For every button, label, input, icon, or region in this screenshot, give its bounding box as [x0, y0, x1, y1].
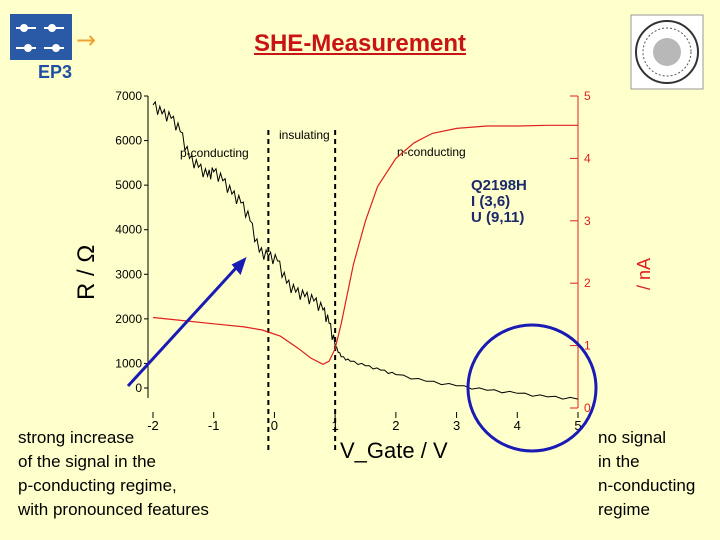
- y-right-axis-label: / nA: [634, 258, 654, 290]
- left-axis-tick-label: 2000: [115, 312, 142, 326]
- right-axis-tick-label: 3: [584, 214, 591, 228]
- left-axis-tick-label: 7000: [115, 89, 142, 103]
- university-seal: [630, 14, 704, 90]
- page-title: SHE-Measurement: [253, 30, 467, 57]
- annotation-arrow-head: [231, 257, 247, 275]
- right-axis-tick-label: 1: [584, 339, 591, 353]
- left-axis-tick-label: 3000: [115, 267, 142, 281]
- annotation-arrow: [126, 266, 238, 388]
- she-signal-series-line: [152, 124, 578, 365]
- x-axis-tick-label: 1: [332, 418, 339, 433]
- x-axis-tick-label: 3: [453, 418, 460, 433]
- x-axis-tick-label: 5: [574, 418, 581, 433]
- x-axis-tick-label: 2: [392, 418, 399, 433]
- right-axis-tick-label: 4: [584, 151, 591, 165]
- left-axis-tick-label: 1000: [115, 356, 142, 370]
- x-axis-tick-label: 0: [271, 418, 278, 433]
- x-axis-tick-label: 4: [514, 418, 521, 433]
- left-axis-tick-label: 4000: [115, 223, 142, 237]
- x-axis-tick-label: -2: [147, 418, 159, 433]
- annotation-ellipse: [466, 323, 598, 453]
- right-axis-tick-label: 2: [584, 276, 591, 290]
- region-label-n: n-conducting: [397, 145, 466, 159]
- right-axis-tick-label: 5: [584, 89, 591, 103]
- region-label-insulating: insulating: [279, 128, 330, 142]
- caption-left: strong increase of the signal in the p-c…: [18, 428, 209, 519]
- left-axis-tick-label: 5000: [115, 178, 142, 192]
- left-axis-tick-label: 0: [135, 381, 142, 395]
- x-axis-label: V_Gate / V: [340, 438, 448, 463]
- right-axis-tick-label: 0: [584, 401, 591, 415]
- logo-text: EP3: [38, 62, 73, 82]
- plot-area: 0 1000 2000 3000 4000 5000 6000 7000 0 1 2 3 4 5 -2 -1 0…: [73, 89, 654, 463]
- caption-right: no signal in the n-conducting regime: [598, 428, 696, 519]
- sample-label-line: U (9,11): [471, 209, 524, 226]
- logo-arrow-icon: →: [76, 26, 97, 54]
- sample-label-line: I (3,6): [471, 193, 510, 210]
- left-axis-tick-label: 6000: [115, 134, 142, 148]
- resistance-series-line: [152, 100, 579, 400]
- y-left-axis-label: R / Ω: [73, 245, 100, 300]
- sample-label-line: Q2198H: [471, 177, 527, 194]
- x-axis-tick-label: -1: [208, 418, 220, 433]
- ep3-logo: [10, 14, 72, 60]
- region-label-p: p-conducting: [180, 146, 249, 160]
